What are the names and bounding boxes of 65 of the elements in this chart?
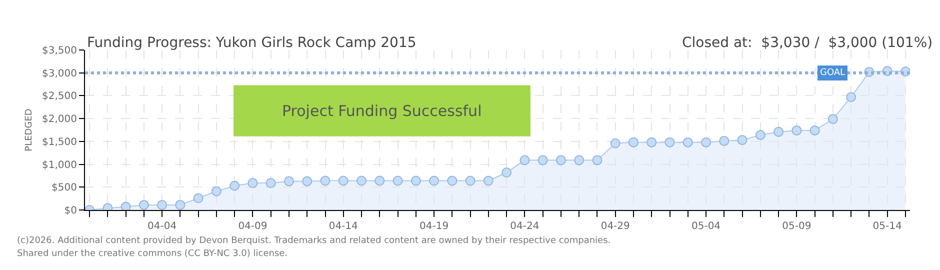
y-tick-label: $1,000 (42, 160, 77, 171)
point (429, 176, 440, 186)
point (320, 176, 330, 186)
point (410, 176, 421, 186)
point (810, 125, 820, 136)
x-tick-label: 05-04 (691, 221, 721, 232)
point (483, 176, 494, 186)
point (266, 178, 276, 188)
point (157, 200, 168, 210)
y-tick-label: $1,500 (42, 136, 77, 148)
point (356, 176, 367, 186)
point (737, 135, 748, 146)
point (502, 168, 512, 178)
point (230, 180, 240, 191)
point (520, 155, 530, 166)
point (628, 137, 638, 148)
point (664, 137, 675, 148)
point (646, 137, 657, 148)
text: (c)2026. Additional content provided by Devon Berquist. Trademarks and related content are owned by their respective companies. (17, 236, 611, 246)
point (538, 155, 548, 166)
point (574, 155, 584, 166)
point (774, 126, 784, 137)
x-tick-label: 04-19 (420, 221, 449, 232)
point (719, 136, 730, 146)
point (120, 202, 131, 210)
point (682, 137, 693, 148)
y-axis-title: PLEDGED (24, 108, 34, 152)
point (556, 155, 566, 166)
y-tick-label: $3,000 (42, 68, 77, 80)
ref-line-label: GOAL (820, 68, 846, 78)
point (248, 178, 258, 188)
point (138, 200, 149, 210)
chart-title: Funding Progress: Yukon Girls Rock Camp 2015 (87, 35, 416, 51)
point (284, 176, 294, 186)
point (392, 176, 403, 186)
point (447, 176, 458, 186)
point (302, 176, 312, 186)
x-tick-label: 04-04 (148, 221, 177, 232)
y-tick-label: $3,500 (42, 46, 77, 56)
point (338, 176, 348, 186)
annotation: Project Funding Successful (282, 102, 482, 120)
point (701, 137, 712, 148)
x-tick-label: 04-14 (328, 221, 358, 232)
point (193, 193, 204, 204)
point (610, 138, 620, 148)
point (755, 130, 766, 140)
y-tick-label: $0 (64, 206, 77, 216)
point (846, 92, 856, 102)
y-tick-label: $500 (52, 182, 77, 194)
point (175, 200, 186, 210)
x-tick-label: 05-14 (872, 221, 902, 232)
y-tick-label: $2,500 (42, 91, 77, 102)
point (374, 176, 385, 186)
point (792, 125, 802, 136)
chart-subtitle: Closed at: $3,030 / $3,000 (101%) (682, 35, 933, 51)
text: Shared under the creative commons (CC BY-NC 3.0) license. (17, 249, 288, 259)
point (828, 114, 838, 124)
x-tick-label: 04-29 (600, 221, 630, 232)
x-tick-label: 04-09 (238, 221, 268, 232)
point (211, 186, 222, 196)
point (592, 155, 602, 166)
x-tick-label: 05-09 (782, 221, 812, 232)
y-tick-label: $2,000 (42, 114, 77, 126)
x-tick-label: 04-24 (510, 221, 540, 232)
point (465, 176, 476, 186)
